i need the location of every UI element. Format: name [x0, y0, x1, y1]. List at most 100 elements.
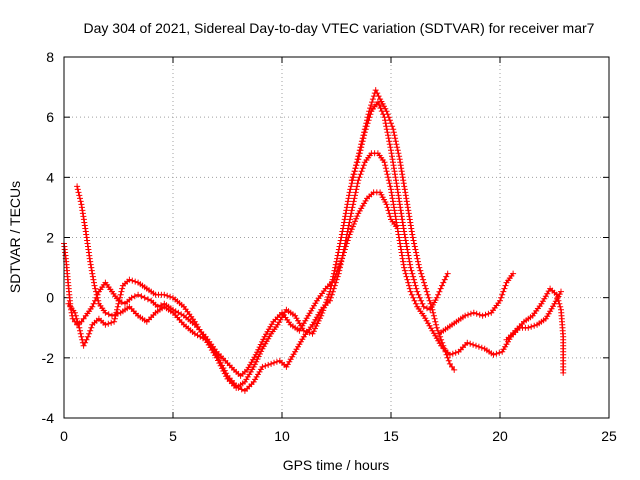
- data-point: [351, 168, 358, 175]
- data-point: [525, 324, 532, 331]
- data-point: [385, 135, 392, 142]
- data-point: [89, 303, 96, 310]
- data-point: [374, 99, 381, 106]
- data-point: [349, 204, 356, 211]
- data-point: [405, 279, 412, 286]
- data-point: [141, 294, 148, 301]
- data-point: [330, 273, 337, 280]
- x-tick-label: 25: [601, 428, 617, 444]
- data-point: [531, 322, 538, 329]
- data-point: [337, 240, 344, 247]
- data-point: [314, 320, 321, 327]
- data-point: [363, 123, 370, 130]
- data-point: [411, 297, 418, 304]
- data-point: [396, 153, 403, 160]
- data-point: [392, 135, 399, 142]
- data-point: [356, 174, 363, 181]
- data-point: [358, 168, 365, 175]
- data-point: [365, 117, 372, 124]
- data-point: [338, 234, 345, 241]
- data-point: [382, 162, 389, 169]
- data-point: [88, 324, 95, 331]
- data-point: [374, 90, 381, 97]
- data-point: [372, 87, 379, 94]
- data-point: [421, 279, 427, 286]
- series-line: [63, 191, 399, 377]
- data-point: [356, 153, 362, 160]
- data-point: [415, 291, 422, 298]
- data-point: [462, 312, 469, 319]
- data-point: [111, 315, 118, 322]
- data-point: [90, 300, 97, 307]
- data-point: [464, 339, 471, 346]
- data-point: [439, 339, 446, 346]
- data-point: [408, 267, 415, 274]
- data-point: [341, 243, 348, 250]
- data-point: [306, 329, 313, 336]
- data-point: [412, 282, 419, 289]
- axis-ticks: 0 5 10 15 20 25 -4 -2 0 2 4 6 8: [42, 49, 617, 444]
- data-point: [77, 195, 83, 202]
- data-point: [340, 225, 346, 232]
- data-point: [359, 165, 366, 172]
- data-point: [401, 231, 408, 238]
- data-point: [344, 231, 350, 238]
- data-point: [253, 358, 260, 365]
- data-point: [87, 327, 94, 334]
- data-point: [433, 324, 440, 331]
- data-point: [403, 243, 410, 250]
- data-point: [358, 144, 365, 151]
- data-point: [312, 325, 318, 332]
- y-tick-label: 2: [46, 230, 54, 246]
- data-point: [383, 201, 390, 208]
- data-point: [440, 279, 447, 286]
- data-point: [353, 162, 360, 169]
- data-point: [327, 285, 334, 292]
- data-point: [367, 111, 374, 118]
- data-point: [75, 321, 82, 328]
- data-point: [213, 354, 220, 361]
- data-point: [383, 123, 390, 130]
- data-point: [93, 288, 99, 295]
- data-point: [256, 351, 263, 357]
- data-point: [557, 303, 564, 310]
- data-point: [366, 114, 373, 121]
- data-point: [341, 219, 348, 226]
- data-point: [388, 120, 394, 127]
- data-point: [129, 277, 136, 284]
- data-point: [112, 312, 119, 319]
- data-point: [352, 218, 358, 225]
- data-point: [114, 303, 121, 310]
- data-point: [348, 226, 355, 233]
- data-point: [119, 285, 126, 292]
- data-point: [411, 243, 418, 250]
- x-axis-label: GPS time / hours: [283, 457, 390, 473]
- data-point: [131, 293, 138, 300]
- x-tick-label: 15: [383, 428, 399, 444]
- data-point: [268, 360, 275, 367]
- data-point: [355, 156, 362, 163]
- data-point: [383, 126, 390, 133]
- data-point: [71, 309, 78, 316]
- data-point: [220, 368, 227, 374]
- data-point: [394, 144, 401, 151]
- data-point: [92, 285, 99, 292]
- data-point: [72, 312, 79, 319]
- data-point: [342, 240, 349, 247]
- data-point: [437, 333, 444, 340]
- data-point: [376, 102, 383, 109]
- data-point: [354, 159, 361, 166]
- data-point: [409, 234, 416, 241]
- data-point: [310, 328, 317, 335]
- data-point: [440, 342, 447, 349]
- data-point: [423, 288, 430, 295]
- y-tick-label: -2: [42, 350, 55, 366]
- data-point: [413, 249, 420, 256]
- grid: [64, 57, 609, 418]
- data-point: [389, 123, 396, 130]
- data-point: [498, 294, 505, 301]
- data-point: [382, 165, 389, 172]
- data-point: [475, 343, 482, 350]
- data-point: [352, 192, 358, 199]
- series-track-6: [503, 285, 567, 376]
